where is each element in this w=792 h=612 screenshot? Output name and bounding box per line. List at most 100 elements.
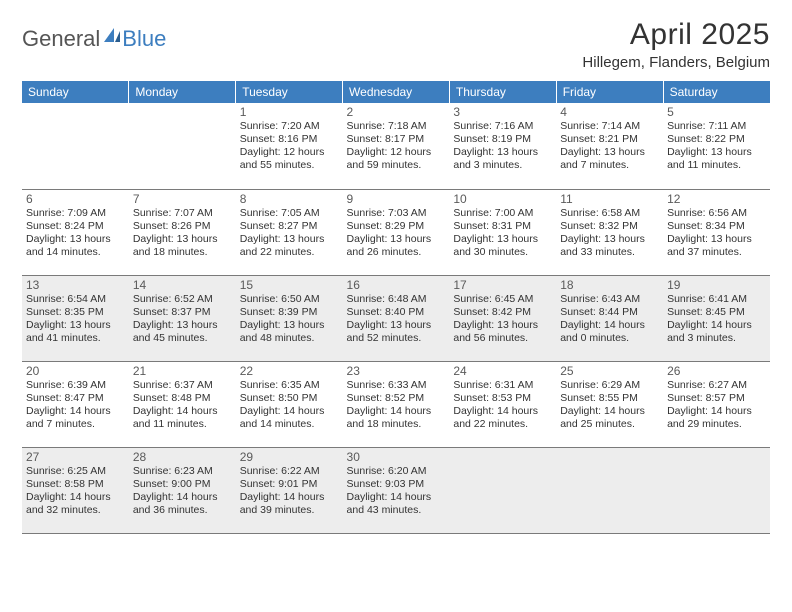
logo-text-blue: Blue bbox=[122, 26, 166, 52]
day-number: 5 bbox=[667, 105, 766, 119]
title-block: April 2025 Hillegem, Flanders, Belgium bbox=[582, 18, 770, 71]
calendar-cell: 14Sunrise: 6:52 AMSunset: 8:37 PMDayligh… bbox=[129, 275, 236, 361]
day-info: Sunrise: 6:50 AMSunset: 8:39 PMDaylight:… bbox=[240, 293, 339, 346]
day-info: Sunrise: 7:03 AMSunset: 8:29 PMDaylight:… bbox=[347, 207, 446, 260]
calendar-cell bbox=[22, 103, 129, 189]
calendar-cell: 3Sunrise: 7:16 AMSunset: 8:19 PMDaylight… bbox=[449, 103, 556, 189]
day-info: Sunrise: 6:45 AMSunset: 8:42 PMDaylight:… bbox=[453, 293, 552, 346]
day-info: Sunrise: 6:41 AMSunset: 8:45 PMDaylight:… bbox=[667, 293, 766, 346]
day-number: 23 bbox=[347, 364, 446, 378]
day-number: 12 bbox=[667, 192, 766, 206]
calendar-cell: 27Sunrise: 6:25 AMSunset: 8:58 PMDayligh… bbox=[22, 447, 129, 533]
day-number: 18 bbox=[560, 278, 659, 292]
calendar-row: 20Sunrise: 6:39 AMSunset: 8:47 PMDayligh… bbox=[22, 361, 770, 447]
weekday-header: Saturday bbox=[663, 81, 770, 103]
day-info: Sunrise: 6:43 AMSunset: 8:44 PMDaylight:… bbox=[560, 293, 659, 346]
calendar-cell: 6Sunrise: 7:09 AMSunset: 8:24 PMDaylight… bbox=[22, 189, 129, 275]
calendar-row: 27Sunrise: 6:25 AMSunset: 8:58 PMDayligh… bbox=[22, 447, 770, 533]
calendar-cell: 1Sunrise: 7:20 AMSunset: 8:16 PMDaylight… bbox=[236, 103, 343, 189]
day-number: 15 bbox=[240, 278, 339, 292]
month-title: April 2025 bbox=[582, 18, 770, 52]
day-info: Sunrise: 6:35 AMSunset: 8:50 PMDaylight:… bbox=[240, 379, 339, 432]
day-number: 3 bbox=[453, 105, 552, 119]
day-number: 25 bbox=[560, 364, 659, 378]
calendar-body: 1Sunrise: 7:20 AMSunset: 8:16 PMDaylight… bbox=[22, 103, 770, 533]
day-info: Sunrise: 6:48 AMSunset: 8:40 PMDaylight:… bbox=[347, 293, 446, 346]
calendar-cell: 10Sunrise: 7:00 AMSunset: 8:31 PMDayligh… bbox=[449, 189, 556, 275]
day-number: 1 bbox=[240, 105, 339, 119]
day-number: 9 bbox=[347, 192, 446, 206]
calendar-cell: 21Sunrise: 6:37 AMSunset: 8:48 PMDayligh… bbox=[129, 361, 236, 447]
calendar-cell: 20Sunrise: 6:39 AMSunset: 8:47 PMDayligh… bbox=[22, 361, 129, 447]
calendar-cell: 15Sunrise: 6:50 AMSunset: 8:39 PMDayligh… bbox=[236, 275, 343, 361]
calendar-cell: 9Sunrise: 7:03 AMSunset: 8:29 PMDaylight… bbox=[343, 189, 450, 275]
logo-sail-icon bbox=[104, 28, 120, 42]
calendar-table: Sunday Monday Tuesday Wednesday Thursday… bbox=[22, 81, 770, 534]
weekday-header: Thursday bbox=[449, 81, 556, 103]
logo-text-general: General bbox=[22, 26, 100, 52]
day-number: 27 bbox=[26, 450, 125, 464]
day-number: 19 bbox=[667, 278, 766, 292]
calendar-row: 1Sunrise: 7:20 AMSunset: 8:16 PMDaylight… bbox=[22, 103, 770, 189]
day-number: 26 bbox=[667, 364, 766, 378]
day-info: Sunrise: 6:52 AMSunset: 8:37 PMDaylight:… bbox=[133, 293, 232, 346]
calendar-cell: 26Sunrise: 6:27 AMSunset: 8:57 PMDayligh… bbox=[663, 361, 770, 447]
day-number: 2 bbox=[347, 105, 446, 119]
calendar-cell: 17Sunrise: 6:45 AMSunset: 8:42 PMDayligh… bbox=[449, 275, 556, 361]
day-info: Sunrise: 7:07 AMSunset: 8:26 PMDaylight:… bbox=[133, 207, 232, 260]
day-number: 29 bbox=[240, 450, 339, 464]
day-info: Sunrise: 7:18 AMSunset: 8:17 PMDaylight:… bbox=[347, 120, 446, 173]
calendar-cell: 30Sunrise: 6:20 AMSunset: 9:03 PMDayligh… bbox=[343, 447, 450, 533]
day-info: Sunrise: 6:56 AMSunset: 8:34 PMDaylight:… bbox=[667, 207, 766, 260]
day-number: 17 bbox=[453, 278, 552, 292]
day-number: 11 bbox=[560, 192, 659, 206]
weekday-header: Friday bbox=[556, 81, 663, 103]
day-info: Sunrise: 7:20 AMSunset: 8:16 PMDaylight:… bbox=[240, 120, 339, 173]
day-info: Sunrise: 6:37 AMSunset: 8:48 PMDaylight:… bbox=[133, 379, 232, 432]
calendar-cell: 25Sunrise: 6:29 AMSunset: 8:55 PMDayligh… bbox=[556, 361, 663, 447]
header: General Blue April 2025 Hillegem, Flande… bbox=[22, 18, 770, 71]
day-number: 20 bbox=[26, 364, 125, 378]
calendar-cell: 29Sunrise: 6:22 AMSunset: 9:01 PMDayligh… bbox=[236, 447, 343, 533]
calendar-cell: 16Sunrise: 6:48 AMSunset: 8:40 PMDayligh… bbox=[343, 275, 450, 361]
logo: General Blue bbox=[22, 18, 166, 52]
calendar-cell: 2Sunrise: 7:18 AMSunset: 8:17 PMDaylight… bbox=[343, 103, 450, 189]
calendar-cell: 8Sunrise: 7:05 AMSunset: 8:27 PMDaylight… bbox=[236, 189, 343, 275]
calendar-cell bbox=[449, 447, 556, 533]
calendar-cell bbox=[556, 447, 663, 533]
weekday-header: Monday bbox=[129, 81, 236, 103]
day-info: Sunrise: 7:14 AMSunset: 8:21 PMDaylight:… bbox=[560, 120, 659, 173]
day-number: 30 bbox=[347, 450, 446, 464]
day-number: 8 bbox=[240, 192, 339, 206]
day-info: Sunrise: 7:05 AMSunset: 8:27 PMDaylight:… bbox=[240, 207, 339, 260]
calendar-cell: 11Sunrise: 6:58 AMSunset: 8:32 PMDayligh… bbox=[556, 189, 663, 275]
day-info: Sunrise: 7:09 AMSunset: 8:24 PMDaylight:… bbox=[26, 207, 125, 260]
weekday-header: Tuesday bbox=[236, 81, 343, 103]
day-info: Sunrise: 6:25 AMSunset: 8:58 PMDaylight:… bbox=[26, 465, 125, 518]
day-number: 22 bbox=[240, 364, 339, 378]
calendar-cell: 23Sunrise: 6:33 AMSunset: 8:52 PMDayligh… bbox=[343, 361, 450, 447]
day-info: Sunrise: 6:29 AMSunset: 8:55 PMDaylight:… bbox=[560, 379, 659, 432]
day-info: Sunrise: 6:23 AMSunset: 9:00 PMDaylight:… bbox=[133, 465, 232, 518]
day-info: Sunrise: 7:16 AMSunset: 8:19 PMDaylight:… bbox=[453, 120, 552, 173]
calendar-cell: 5Sunrise: 7:11 AMSunset: 8:22 PMDaylight… bbox=[663, 103, 770, 189]
day-info: Sunrise: 7:11 AMSunset: 8:22 PMDaylight:… bbox=[667, 120, 766, 173]
weekday-header: Wednesday bbox=[343, 81, 450, 103]
calendar-row: 13Sunrise: 6:54 AMSunset: 8:35 PMDayligh… bbox=[22, 275, 770, 361]
day-info: Sunrise: 6:20 AMSunset: 9:03 PMDaylight:… bbox=[347, 465, 446, 518]
day-number: 6 bbox=[26, 192, 125, 206]
calendar-cell: 22Sunrise: 6:35 AMSunset: 8:50 PMDayligh… bbox=[236, 361, 343, 447]
day-number: 13 bbox=[26, 278, 125, 292]
day-info: Sunrise: 6:39 AMSunset: 8:47 PMDaylight:… bbox=[26, 379, 125, 432]
calendar-cell: 18Sunrise: 6:43 AMSunset: 8:44 PMDayligh… bbox=[556, 275, 663, 361]
day-number: 10 bbox=[453, 192, 552, 206]
calendar-cell: 28Sunrise: 6:23 AMSunset: 9:00 PMDayligh… bbox=[129, 447, 236, 533]
weekday-header: Sunday bbox=[22, 81, 129, 103]
calendar-cell bbox=[663, 447, 770, 533]
calendar-cell: 24Sunrise: 6:31 AMSunset: 8:53 PMDayligh… bbox=[449, 361, 556, 447]
calendar-cell: 7Sunrise: 7:07 AMSunset: 8:26 PMDaylight… bbox=[129, 189, 236, 275]
day-number: 28 bbox=[133, 450, 232, 464]
day-number: 7 bbox=[133, 192, 232, 206]
day-info: Sunrise: 6:27 AMSunset: 8:57 PMDaylight:… bbox=[667, 379, 766, 432]
calendar-cell: 19Sunrise: 6:41 AMSunset: 8:45 PMDayligh… bbox=[663, 275, 770, 361]
